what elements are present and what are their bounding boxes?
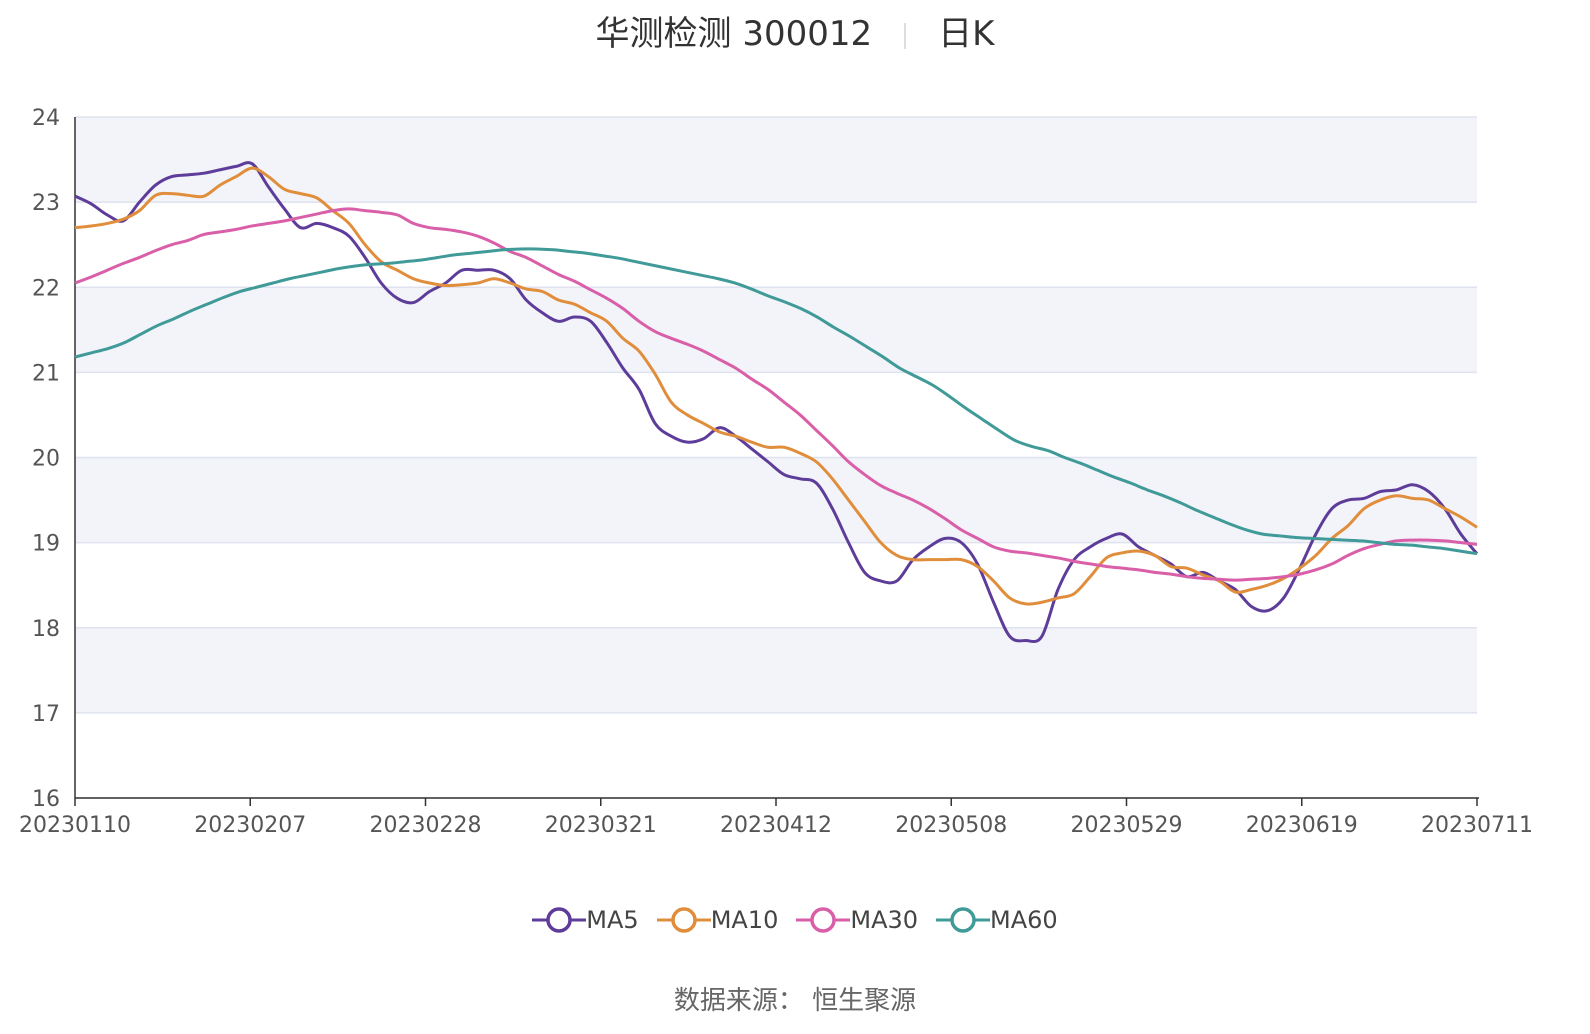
legend-label: MA30: [850, 906, 919, 934]
ma10-line: [74, 166, 1478, 606]
plot-band: [75, 117, 1477, 203]
ma5-line: [74, 161, 1479, 644]
y-tick-label: 21: [32, 361, 60, 386]
y-tick-label: 24: [32, 106, 60, 131]
x-tick-label: 20230508: [895, 813, 1007, 838]
x-tick-label: 20230529: [1071, 813, 1183, 838]
source-name: 恒生聚源: [812, 986, 917, 1016]
subtitle-text: 日K: [938, 14, 995, 54]
title-text: 华测检测 300012: [595, 14, 873, 54]
title-separator: [904, 22, 907, 49]
chart-plot: 16 17 18 19 20 21 22 23 24 20230110 20230207 202302…: [19, 106, 1533, 838]
legend-label: MA10: [710, 906, 779, 934]
legend-marker-icon: [936, 907, 991, 933]
legend-marker-icon: [532, 907, 587, 933]
chart-title: 华测检测 300012 日K: [0, 10, 1590, 60]
legend-item-ma30[interactable]: MA30: [796, 905, 918, 935]
plot-band: [75, 627, 1477, 713]
plot-band: [75, 287, 1477, 373]
x-tick-label: 20230711: [1421, 813, 1533, 838]
legend-label: MA60: [990, 906, 1058, 934]
legend-marker-icon: [656, 907, 711, 933]
x-tick-label: 20230110: [19, 813, 131, 838]
y-tick-label: 16: [32, 787, 60, 812]
legend: MA5 MA10 MA30 MA60: [0, 905, 1590, 935]
y-tick-label: 19: [32, 532, 60, 557]
legend-marker-icon: [796, 907, 851, 933]
ma60-line: [74, 247, 1478, 556]
y-tick-label: 18: [32, 617, 60, 642]
y-tick-label: 23: [32, 191, 60, 216]
x-tick-label: 20230207: [194, 813, 306, 838]
ma30-line: [74, 207, 1478, 582]
y-tick-label: 22: [32, 276, 60, 301]
legend-item-ma5[interactable]: MA5: [532, 905, 639, 935]
y-tick-label: 20: [32, 447, 60, 472]
x-tick-label: 20230228: [370, 813, 482, 838]
x-tick-label: 20230321: [545, 813, 657, 838]
x-tick-label: 20230619: [1246, 813, 1358, 838]
source-note: 数据来源： 恒生聚源: [0, 980, 1590, 1017]
x-tick-label: 20230412: [720, 813, 832, 838]
source-label: 数据来源：: [673, 986, 804, 1016]
legend-item-ma10[interactable]: MA10: [656, 905, 779, 935]
legend-item-ma60[interactable]: MA60: [936, 905, 1058, 935]
legend-label: MA5: [586, 906, 639, 934]
y-tick-label: 17: [32, 702, 60, 727]
